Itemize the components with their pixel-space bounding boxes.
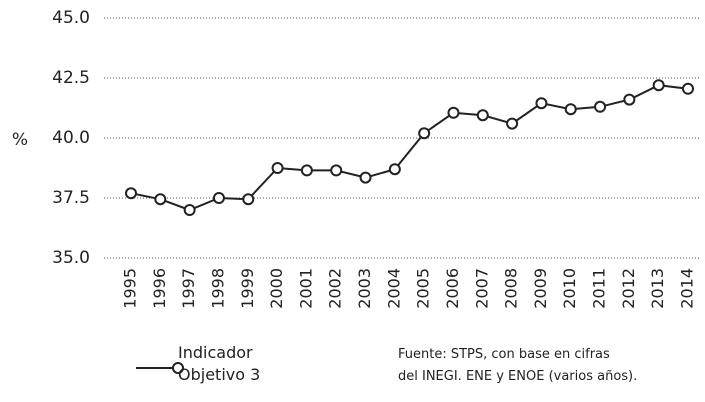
marker: [125, 187, 137, 200]
marker: [359, 171, 372, 184]
x-tick-label: 2004: [384, 268, 403, 309]
marker: [388, 163, 401, 176]
marker: [652, 79, 665, 92]
x-tick-label: 2002: [326, 268, 345, 309]
x-tick-label: 1996: [150, 268, 169, 309]
legend-marker: [172, 362, 184, 374]
x-tick-label: 2013: [648, 268, 667, 309]
marker: [447, 106, 460, 119]
y-tick-label: 35.0: [52, 248, 90, 268]
x-tick-label: 1995: [121, 268, 140, 309]
source-line: Fuente: STPS, con base en cifras: [398, 347, 610, 362]
y-tick-label: 40.0: [52, 128, 90, 148]
x-tick-label: 2012: [619, 268, 638, 309]
x-tick-label: 2005: [414, 268, 433, 309]
x-tick-label: 2003: [355, 268, 374, 309]
source-line: del INEGI. ENE y ENOE (varios años).: [398, 369, 638, 384]
legend-label: Indicador Objetivo 3: [178, 343, 261, 384]
marker: [183, 204, 196, 216]
marker: [212, 192, 225, 204]
x-tick-label: 1997: [179, 268, 198, 309]
marker: [154, 193, 167, 206]
x-tick-label: 2007: [472, 268, 491, 309]
x-tick-label: 2009: [531, 268, 550, 309]
marker: [623, 93, 636, 106]
marker: [300, 164, 313, 177]
x-tick-label: 1999: [238, 268, 257, 309]
marker: [242, 193, 255, 206]
x-tick-label: 2006: [443, 268, 462, 309]
x-tick-label: 2008: [502, 268, 521, 309]
y-tick-label: 45.0: [52, 8, 90, 28]
marker: [535, 97, 548, 110]
y-tick-label: 37.5: [52, 188, 90, 208]
marker: [330, 164, 343, 177]
source-note: Fuente: STPS, con base en cifras del INE…: [398, 344, 637, 388]
marker: [418, 127, 431, 140]
marker: [506, 117, 519, 130]
x-tick-label: 2014: [678, 268, 697, 309]
x-tick-label: 1998: [208, 268, 227, 309]
x-tick-label: 2010: [560, 268, 579, 309]
marker: [271, 162, 284, 174]
marker: [594, 100, 607, 113]
marker: [564, 103, 577, 116]
x-tick-label: 2000: [267, 268, 286, 309]
x-tick-label: 2001: [296, 268, 315, 309]
x-tick-label: 2011: [590, 268, 609, 309]
y-tick-label: 42.5: [52, 68, 90, 88]
y-axis-label: %: [12, 130, 28, 150]
marker: [476, 109, 489, 122]
marker: [682, 82, 694, 95]
